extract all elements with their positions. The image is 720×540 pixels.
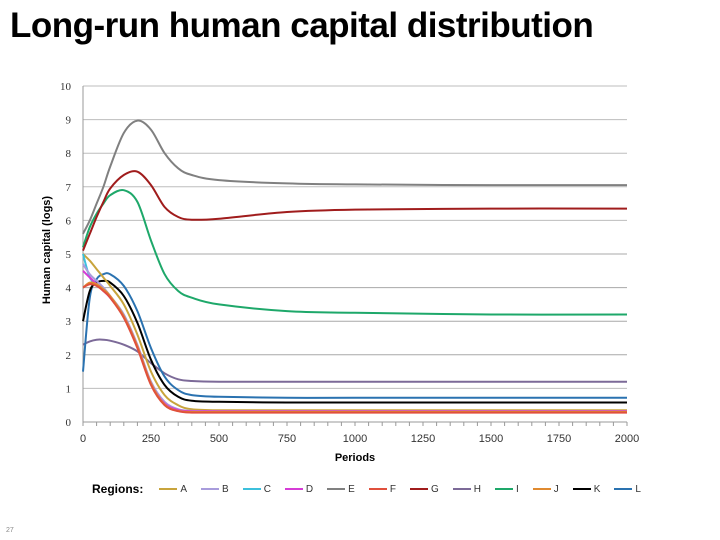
legend-item-b: B [201,484,229,495]
legend-label: I [515,483,519,495]
legend-label: C [263,483,271,495]
legend-item-h: H [452,483,481,495]
x-axis-ticks: 0 250 500 750 1000 1250 1500 1750 2000 [80,433,639,445]
legend-swatch [409,488,428,490]
legend-item-c: C [242,483,271,495]
y-tick-label: 6 [66,215,72,227]
series-line-d [82,270,627,413]
legend-swatch [452,488,471,490]
series-line-j [82,281,627,413]
series-line-h [82,338,627,383]
legend-item-g: G [409,483,439,495]
legend-swatch [242,488,261,490]
gridlines [83,85,627,389]
y-tick-label: 10 [60,81,72,93]
legend-swatch [532,488,551,490]
slide-title: Long-run human capital distribution [10,6,594,45]
legend-label: A [180,483,188,495]
x-tick-label: 0 [80,433,86,445]
legend-label: B [222,483,229,495]
legend-item-a: A [159,484,187,495]
x-tick-label: 500 [210,433,228,445]
x-tick-label: 1500 [479,433,503,445]
legend-swatch [201,488,220,490]
legend-item-l: L [614,484,641,495]
legend-item-d: D [284,483,314,495]
legend-swatch [327,488,346,490]
legend-swatch [368,488,387,490]
x-tick-label: 1250 [411,433,435,445]
x-tick-label: 750 [278,433,296,445]
legend-label: L [635,483,641,495]
x-axis-label: Periods [335,452,375,464]
series-line-g [82,170,628,251]
series-lines [82,119,628,414]
y-tick-label: 7 [66,182,72,194]
legend-label: D [305,483,314,495]
legend-item-f: F [368,483,396,495]
series-line-a [82,253,627,412]
series-line-k [82,279,627,404]
x-tick-label: 250 [142,433,160,445]
y-tick-label: 8 [66,148,72,160]
x-tick-label: 1000 [343,433,367,445]
legend-label: G [430,483,439,495]
series-line-f [82,283,627,414]
legend-swatch [159,488,178,490]
legend-title: Regions: [92,482,144,496]
y-axis-ticks: 0 1 2 3 4 5 6 7 8 9 10 [60,81,72,429]
x-tick-label: 2000 [615,433,639,445]
series-line-e [82,119,628,235]
legend-label: F [389,483,396,495]
legend: Regions: A B C D E F G H I J K L [92,482,655,496]
legend-item-i: I [494,483,519,495]
legend-label: J [553,483,559,495]
series-line-l [82,272,627,399]
x-tick-label: 1750 [547,433,571,445]
series-line-b [82,263,627,413]
y-tick-label: 4 [66,283,72,295]
legend-swatch [494,488,513,490]
legend-item-k: K [572,483,601,495]
legend-swatch [614,488,633,490]
y-axis-label: Human capital (logs) [41,196,53,305]
legend-item-j: J [532,483,559,495]
page-number: 27 [6,527,14,534]
legend-item-e: E [327,484,355,495]
legend-label: H [473,483,481,495]
legend-swatch [284,488,303,490]
y-tick-label: 9 [66,115,72,127]
y-tick-label: 1 [66,383,72,395]
legend-label: K [593,483,601,495]
y-tick-label: 5 [66,249,72,261]
y-tick-label: 0 [66,417,72,429]
legend-label: E [348,483,355,495]
legend-swatch [572,488,591,490]
y-tick-label: 3 [66,316,72,328]
y-tick-label: 2 [66,350,72,362]
